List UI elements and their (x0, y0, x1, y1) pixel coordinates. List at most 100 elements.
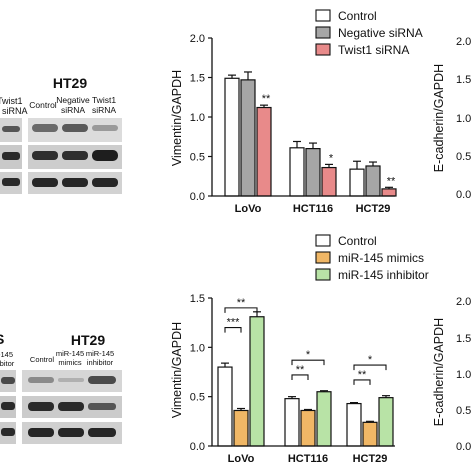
significance-mark: * (368, 354, 373, 366)
category-labels-top: LoVo HCT116 HCT29 (235, 203, 391, 215)
y-tick-label: 0.0 (190, 191, 205, 203)
bar (381, 188, 397, 197)
axes-top (211, 38, 395, 197)
legend-top: Control Negative siRNA Twist1 siRNA (315, 9, 423, 57)
legend-swatch (315, 43, 331, 56)
blot-top-lane-twist-2: siRNA (92, 105, 116, 115)
y-tick-label: 2.0 (190, 33, 205, 45)
y-tick-label: 0.0 (190, 441, 205, 453)
significance-bracket (353, 364, 387, 371)
category-label: LoVo (235, 203, 262, 215)
vimentin-chart-bottom: Control miR-145 mimics miR-145 inhibitor V… (170, 234, 429, 465)
blot-top-cut-lane-label-2: siRNA (2, 106, 28, 116)
blot-bottom-lane-mimics-2: mimics (58, 358, 82, 367)
legend-label: Twist1 siRNA (338, 43, 409, 57)
y-axis-ticks-bottom: 0.0 0.5 1.0 1.5 (190, 293, 212, 453)
blot-top-cut-lane-label-1: Twist1 (0, 96, 23, 106)
ecadherin-ylabel-top: E-cadherin/GAPDH (432, 64, 446, 172)
legend-swatch (315, 268, 331, 281)
blot-top-lane-twist-1: Twist1 (92, 95, 116, 105)
category-label: HCT116 (288, 453, 328, 465)
blot-top-band-r3-l3 (92, 178, 118, 187)
blot-top-band-r3-l1 (32, 178, 58, 187)
y-tick-label: 1.0 (190, 342, 205, 354)
legend-swatch (315, 9, 331, 22)
blot-top-lane-negative-1: Negative (56, 95, 90, 105)
blot-top-lane-negative-2: siRNA (61, 105, 85, 115)
blot-bottom-band-r1-l2 (58, 378, 84, 382)
category-label: HCT116 (293, 203, 333, 215)
ecadherin-tick-top-1: 1.5 (456, 74, 471, 86)
bar (217, 366, 233, 447)
blot-bottom-band-r3-l2 (58, 428, 84, 437)
legend-label: Control (338, 234, 377, 248)
blot-bottom-lane-inhibitor-2: inhibitor (87, 358, 114, 367)
blot-bottom-band-r2-l3 (88, 403, 116, 410)
legend-bottom: Control miR-145 mimics miR-145 inhibitor (315, 234, 429, 282)
bar (362, 421, 378, 447)
blot-top-band-r2-l1 (32, 151, 58, 160)
blot-bottom-band-r1-l1 (28, 377, 54, 383)
bar (349, 168, 365, 197)
blot-top-cell-title: HT29 (53, 75, 87, 91)
blot-top-band-r2-l3 (92, 150, 118, 161)
category-label: LoVo (228, 453, 255, 465)
ecadherin-tick-top-0: 2.0 (456, 36, 471, 48)
ecadherin-tick-top-2: 1.0 (456, 113, 471, 125)
y-tick-label: 1.5 (190, 293, 205, 305)
bars-top (224, 71, 397, 197)
bar (300, 409, 316, 447)
significance-mark: ** (358, 369, 367, 381)
ecadherin-chart-bottom-cut: E-cadherin/GAPDH 2.0 1.5 1.0 0.5 0.0 (432, 296, 471, 453)
y-tick-label: 0.5 (190, 392, 205, 404)
significance-mark: * (306, 349, 311, 361)
ecadherin-tick-top-3: 0.5 (456, 151, 471, 163)
axes-bottom (211, 298, 395, 447)
blot-bottom-cell-title: HT29 (71, 332, 105, 348)
blot-bottom-cut-title: S (0, 331, 4, 347)
blot-bottom-band-r3-l1 (28, 428, 54, 437)
bar (346, 402, 362, 447)
ecadherin-tick-bottom-4: 0.0 (456, 441, 471, 453)
bar (316, 391, 332, 447)
legend-label: Negative siRNA (338, 26, 423, 40)
y-tick-label: 1.0 (190, 112, 205, 124)
legend-swatch (315, 234, 331, 247)
significance-bracket (224, 327, 242, 333)
significance-mark: ** (387, 175, 396, 187)
category-labels-bottom: LoVo HCT116 HCT29 (228, 453, 388, 465)
significance-mark: *** (227, 317, 241, 329)
category-label: HCT29 (353, 453, 388, 465)
bar (224, 77, 240, 197)
y-axis-label-top: Vimentin/GAPDH (170, 70, 184, 166)
blot-bottom-cut-lane-label-1: -145 (0, 350, 13, 359)
bar (256, 106, 272, 197)
bar (284, 398, 300, 447)
blot-bottom-band-r3-l3 (88, 428, 116, 437)
western-blot-bottom: S -145 ibitor HT29 Control miR-145 mimic… (0, 331, 122, 444)
ecadherin-tick-bottom-2: 1.0 (456, 369, 471, 381)
blot-bottom-band-cut-2 (1, 402, 15, 410)
significance-bracket (353, 379, 371, 385)
bar (240, 79, 256, 197)
significance-bottom: *********** (224, 297, 387, 385)
y-tick-label: 1.5 (190, 73, 205, 85)
bar (233, 409, 249, 447)
bar (289, 147, 305, 197)
blot-bottom-lane-mimics-1: miR-145 (56, 349, 84, 358)
vimentin-chart-top: Control Negative siRNA Twist1 siRNA Viment… (170, 9, 423, 215)
category-label: HCT29 (356, 203, 391, 215)
significance-mark: ** (237, 297, 246, 309)
blot-top-band-r2-l2 (62, 151, 88, 160)
legend-label: miR-145 inhibitor (338, 268, 429, 282)
ecadherin-ylabel-bottom: E-cadherin/GAPDH (432, 318, 446, 426)
ecadherin-tick-bottom-0: 2.0 (456, 296, 471, 308)
blot-bottom-band-r2-l2 (58, 402, 84, 411)
blot-bottom-band-r2-l1 (28, 402, 54, 411)
legend-swatch (315, 26, 331, 39)
ecadherin-tick-bottom-3: 0.5 (456, 405, 471, 417)
significance-bracket (291, 359, 325, 366)
blot-top-lane-control: Control (29, 100, 57, 110)
blot-top-band-r1-l3 (92, 125, 118, 131)
